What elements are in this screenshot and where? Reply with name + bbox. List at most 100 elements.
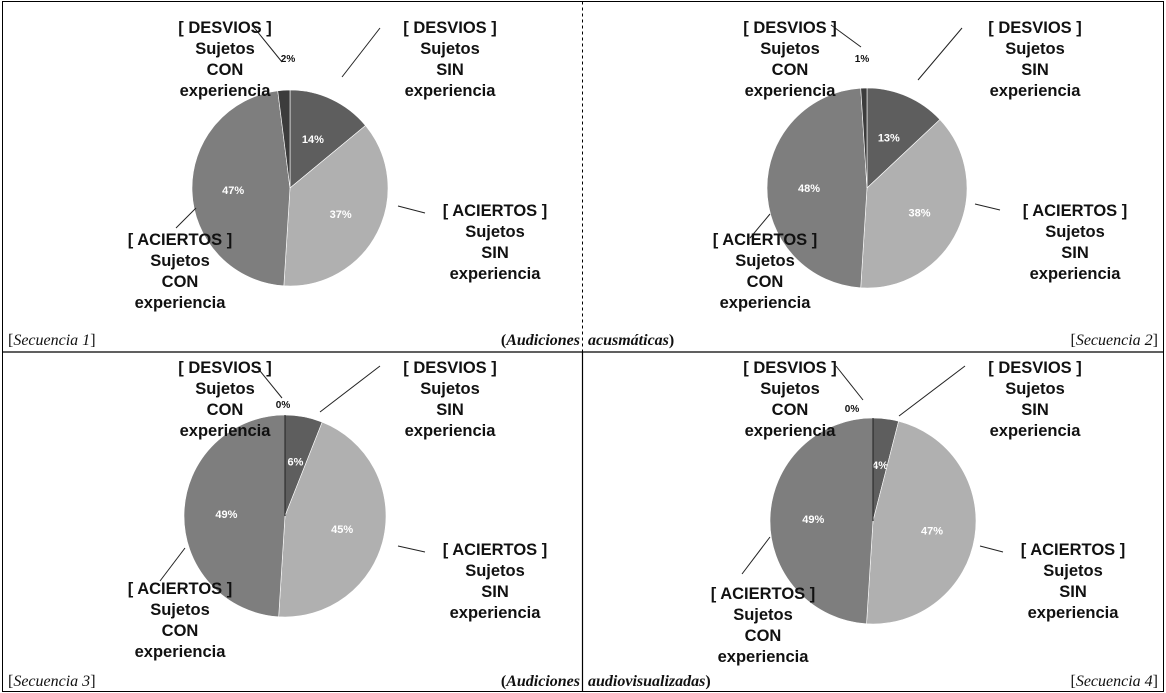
callout-line: Sujetos <box>465 223 525 241</box>
callout-line: Sujetos <box>420 40 480 58</box>
leader-line-desvios-sin <box>917 27 963 81</box>
pie-slice-aciertos-con <box>766 87 868 289</box>
callout-line: SIN <box>1021 61 1049 79</box>
callout-line: CON <box>207 61 244 79</box>
pie-slice-aciertos-sin <box>860 119 968 289</box>
caption-secuencia-4: [Secuencia 4] <box>1070 673 1158 690</box>
pie-slice-desvios-sin <box>289 89 366 189</box>
pie-slice-aciertos-con <box>191 90 291 287</box>
leader-line-aciertos-con <box>159 547 186 582</box>
leader-line-aciertos-con <box>741 536 771 575</box>
pct-label-aciertos-sin: 37% <box>330 209 352 221</box>
callout-line: CON <box>772 61 809 79</box>
caption-secuencia-3: [Secuencia 3] <box>8 673 96 690</box>
pct-label-aciertos-sin: 47% <box>921 525 943 537</box>
pct-label-desvios-sin: 13% <box>878 133 900 145</box>
callout-line: SIN <box>436 61 464 79</box>
leader-line-desvios-sin <box>898 365 966 417</box>
callout-line: experiencia <box>745 422 837 440</box>
callout-line: experiencia <box>990 82 1082 100</box>
callout-line: [ DESVIOS ] <box>403 19 497 37</box>
callout-desvios-sin: [ DESVIOS ] Sujetos SIN experiencia <box>403 19 497 100</box>
leader-line-aciertos-con <box>175 207 197 229</box>
pie-chart-secuencia-4: 4% 47% 49% 0% [ DESVIOS ] Sujetos SIN experienc… <box>711 359 1126 666</box>
callout-line: CON <box>772 401 809 419</box>
callout-line: [ ACIERTOS ] <box>1021 541 1126 559</box>
callout-line: [ ACIERTOS ] <box>128 231 233 249</box>
callout-desvios-con: [ DESVIOS ] Sujetos CON experiencia <box>743 359 837 440</box>
callout-line: [ DESVIOS ] <box>178 19 272 37</box>
pie-slice-aciertos-con <box>769 417 874 625</box>
pct-label-desvios-sin: 14% <box>302 134 324 146</box>
callout-line: experiencia <box>405 422 497 440</box>
callout-line: experiencia <box>1030 265 1122 283</box>
callout-aciertos-sin: [ ACIERTOS ] Sujetos SIN experiencia <box>1023 202 1128 283</box>
caption-secuencia-1: [Secuencia 1] <box>8 332 96 349</box>
callout-line: SIN <box>1059 583 1087 601</box>
callout-line: Sujetos <box>760 380 820 398</box>
leader-line-desvios-sin <box>341 27 381 78</box>
pct-label-desvios-con: 1% <box>855 54 870 65</box>
caption-acusmaticas: acusmáticas) <box>588 332 674 349</box>
pct-label-desvios-con: 0% <box>845 404 860 415</box>
callout-desvios-sin: [ DESVIOS ] Sujetos SIN experiencia <box>403 359 497 440</box>
callout-line: CON <box>747 273 784 291</box>
callout-line: experiencia <box>990 422 1082 440</box>
leader-line-desvios-con <box>255 365 283 399</box>
callout-line: [ ACIERTOS ] <box>443 541 548 559</box>
callout-line: Sujetos <box>465 562 525 580</box>
callout-line: SIN <box>1021 401 1049 419</box>
callout-line: Sujetos <box>735 252 795 270</box>
callout-line: experiencia <box>1028 604 1120 622</box>
pie-slice-aciertos-sin <box>283 125 389 287</box>
pie-chart-secuencia-1: 14% 37% 47% 2% [ DESVIOS ] Sujetos SIN experien… <box>128 19 548 312</box>
pie-slice-aciertos-con <box>183 414 286 618</box>
callout-line: [ ACIERTOS ] <box>1023 202 1128 220</box>
caption-audiciones-1: (Audiciones <box>501 332 580 349</box>
caption-secuencia-2: [Secuencia 2] <box>1070 332 1158 349</box>
pct-label-aciertos-sin: 45% <box>331 524 353 536</box>
callout-line: experiencia <box>450 604 542 622</box>
callout-desvios-con: [ DESVIOS ] Sujetos CON experiencia <box>743 19 837 100</box>
callout-line: SIN <box>1061 244 1089 262</box>
pie-slice-desvios-sin <box>866 87 941 189</box>
callout-line: Sujetos <box>1005 40 1065 58</box>
callout-line: CON <box>162 273 199 291</box>
pct-label-aciertos-sin: 38% <box>908 208 930 220</box>
callout-aciertos-con: [ ACIERTOS ] Sujetos CON experiencia <box>713 231 818 312</box>
callout-line: experiencia <box>180 82 272 100</box>
callout-aciertos-sin: [ ACIERTOS ] Sujetos SIN experiencia <box>1021 541 1126 622</box>
callout-line: experiencia <box>180 422 272 440</box>
pct-label-desvios-con: 2% <box>281 54 296 65</box>
callout-aciertos-sin: [ ACIERTOS ] Sujetos SIN experiencia <box>443 541 548 622</box>
callout-desvios-con: [ DESVIOS ] Sujetos CON experiencia <box>178 19 272 100</box>
callout-line: experiencia <box>718 648 810 666</box>
leader-line-aciertos-con <box>749 213 771 239</box>
callout-line: CON <box>207 401 244 419</box>
leader-line-desvios-con <box>251 24 283 63</box>
callout-line: [ DESVIOS ] <box>403 359 497 377</box>
callout-line: experiencia <box>405 82 497 100</box>
callout-line: [ ACIERTOS ] <box>713 231 818 249</box>
pct-label-desvios-sin: 6% <box>287 456 303 468</box>
callout-line: experiencia <box>720 294 812 312</box>
callout-line: Sujetos <box>150 601 210 619</box>
callout-line: Sujetos <box>733 606 793 624</box>
callout-desvios-con: [ DESVIOS ] Sujetos CON experiencia <box>178 359 272 440</box>
callout-line: CON <box>745 627 782 645</box>
callout-line: Sujetos <box>150 252 210 270</box>
callout-desvios-sin: [ DESVIOS ] Sujetos SIN experiencia <box>988 19 1082 100</box>
callout-aciertos-con: [ ACIERTOS ] Sujetos CON experiencia <box>711 585 816 666</box>
leader-line-aciertos-sin <box>397 545 426 553</box>
leader-line-desvios-con <box>830 24 862 48</box>
leader-line-desvios-sin <box>319 365 381 413</box>
pct-label-aciertos-con: 49% <box>215 509 237 521</box>
leader-line-aciertos-sin <box>974 203 1001 211</box>
callout-line: SIN <box>481 244 509 262</box>
pie-slice-desvios-con <box>860 87 868 189</box>
callout-line: experiencia <box>450 265 542 283</box>
callout-line: Sujetos <box>1045 223 1105 241</box>
caption-audiciones-2: (Audiciones <box>501 673 580 690</box>
